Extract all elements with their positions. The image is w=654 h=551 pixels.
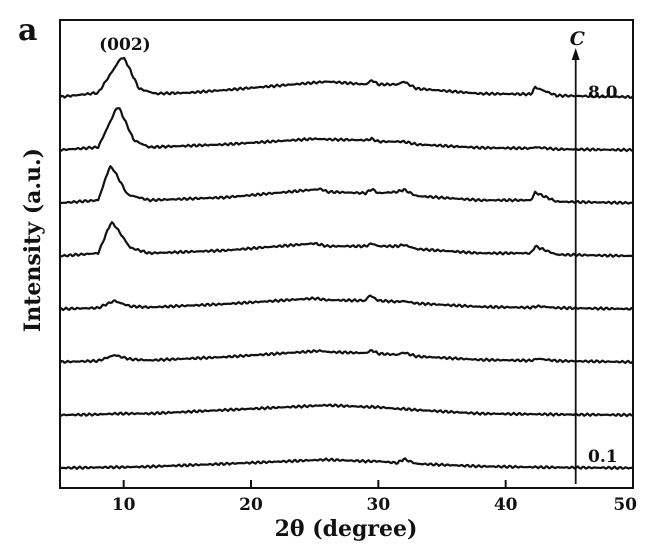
x-tick-label: 10 — [112, 495, 136, 515]
xrd-trace — [59, 107, 634, 153]
peak-annotation: (002) — [99, 35, 151, 55]
arrow-label: C — [570, 28, 585, 50]
x-tick-label: 40 — [494, 495, 518, 515]
x-axis-ticks: 10 20 30 40 50 — [112, 480, 637, 515]
concentration-arrow — [571, 48, 580, 484]
arrow-end-value: 8.0 — [588, 83, 618, 103]
xrd-trace — [59, 349, 634, 364]
y-axis-label: Intensity (a.u.) — [20, 148, 46, 332]
panel-label: a — [18, 13, 37, 48]
xrd-trace — [59, 56, 634, 99]
xrd-trace — [59, 165, 634, 205]
series-group — [59, 56, 634, 471]
xrd-trace — [59, 457, 634, 471]
xrd-trace — [59, 221, 634, 258]
x-axis-label: 2θ (degree) — [275, 516, 418, 542]
x-tick-label: 30 — [366, 495, 390, 515]
x-tick-label: 50 — [613, 495, 637, 515]
arrow-start-value: 0.1 — [588, 447, 618, 467]
xrd-trace — [59, 403, 634, 418]
plot-frame — [59, 19, 634, 489]
arrow-head — [571, 48, 580, 60]
x-tick-label: 20 — [239, 495, 263, 515]
xrd-trace — [59, 294, 634, 312]
